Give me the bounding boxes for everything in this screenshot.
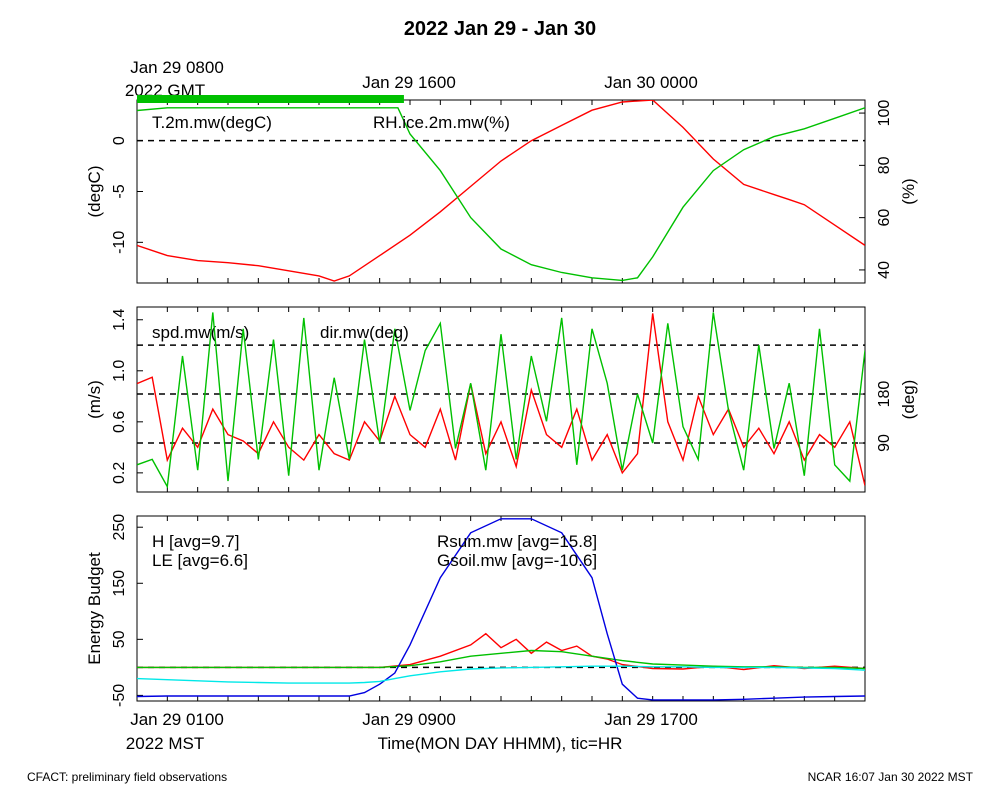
panel-1: 0 -5 -10 100 80 60 40 (degC) (%) T.2m.mw(degC) RH.… [85,99,918,284]
legend-label: T.2m.mw(degC) [152,113,272,132]
y-tick-label: 0 [111,136,128,145]
bottom-time-label: Jan 29 1700 [604,710,698,729]
y-axis-label: Energy Budget [85,552,104,665]
series-line-1 [137,100,865,282]
y-tick-label-right: 90 [876,434,893,452]
top-time-label: Jan 29 0800 [130,58,224,77]
y-tick-label-right: 40 [876,261,893,279]
y-tick-label: -10 [111,231,128,254]
legend-label: Rsum.mw [avg=15.8] [437,532,597,551]
y-tick-label: 1.4 [111,309,128,331]
data-flag-strip [137,95,404,103]
legend-label: LE [avg=6.6] [152,551,248,570]
y-tick-label: 0.2 [111,462,128,484]
flag-bar [137,95,404,103]
y-tick-label: -50 [111,684,128,707]
y-tick-label: 0.6 [111,411,128,433]
series-line-4 [137,665,865,684]
series-line-1 [137,632,865,671]
legend-label: RH.ice.2m.mw(%) [373,113,510,132]
legend-label: dir.mw(deg) [320,323,409,342]
panel-2: 0.2 0.6 1.0 1.4 90 180 (m/s) (deg) spd.mw(m/s) di… [85,306,918,493]
series-line-2 [137,649,865,670]
y-axis-label-right: (deg) [899,380,918,420]
y-tick-label: -5 [111,184,128,198]
y-axis-label: (degC) [85,166,104,218]
y-tick-label-right: 100 [876,100,893,127]
top-time-label: Jan 30 0000 [604,73,698,92]
y-tick-label-right: 180 [876,381,893,408]
y-tick-label-right: 60 [876,209,893,227]
chart-title: 2022 Jan 29 - Jan 30 [404,18,596,40]
y-tick-label: 50 [111,630,128,648]
panel-3: -50 50 150 250 Energy Budget H [avg=9.7]LE [a… [85,514,866,707]
bottom-time-label: Jan 29 0900 [362,710,456,729]
y-tick-label: 1.0 [111,360,128,382]
series-line-2 [137,312,865,489]
bottom-time-label: Jan 29 0100 [130,710,224,729]
y-axis-label-right: (%) [899,178,918,204]
top-time-label: Jan 29 1600 [362,73,456,92]
legend-label: H [avg=9.7] [152,532,239,551]
footer-left: CFACT: preliminary field observations [27,770,227,784]
bottom-time-label: 2022 MST [126,734,204,753]
legend-label: spd.mw(m/s) [152,323,249,342]
series-line-3 [137,518,865,701]
y-tick-label: 150 [111,570,128,597]
series-line-2 [137,107,865,282]
footer-right: NCAR 16:07 Jan 30 2022 MST [808,770,974,784]
legend-label: Gsoil.mw [avg=-10.6] [437,551,597,570]
x-axis-label: Time(MON DAY HHMM), tic=HR [378,734,623,753]
y-tick-label: 250 [111,514,128,541]
y-axis-label: (m/s) [85,380,104,419]
y-tick-label-right: 80 [876,156,893,174]
